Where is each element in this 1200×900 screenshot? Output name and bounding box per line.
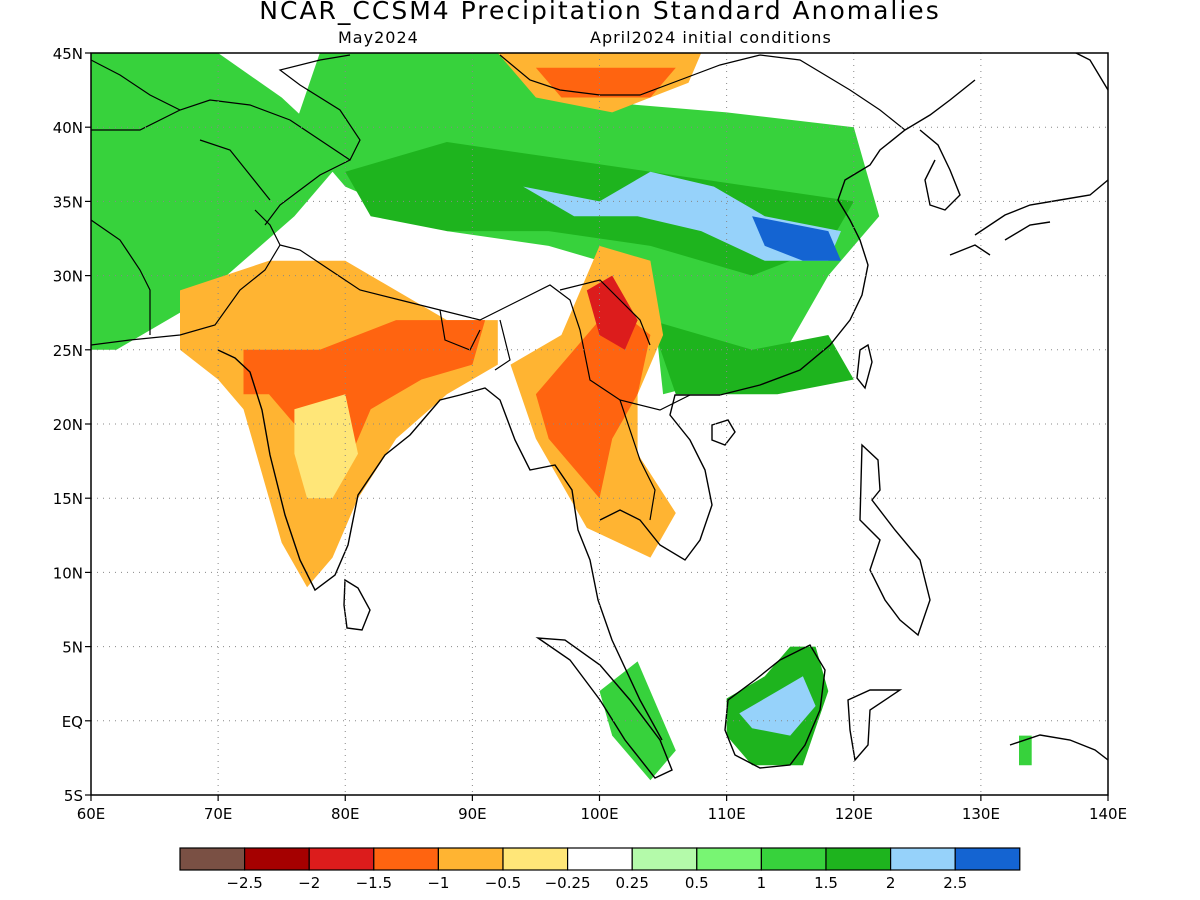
lat-tick-label: 10N — [53, 564, 83, 582]
coastline-china — [719, 79, 976, 396]
lat-tick-label: 20N — [53, 416, 83, 434]
colorbar-swatch — [631, 847, 698, 871]
colorbar-label: 1 — [757, 874, 767, 892]
lon-tick-label: 110E — [708, 805, 746, 823]
init-conditions-label: April2024 initial conditions — [590, 28, 832, 47]
colorbar-label: 2 — [886, 874, 896, 892]
coastline-sri-lanka — [343, 578, 371, 631]
anomaly-region-south-china-wet — [650, 320, 854, 395]
anomaly-region-qinghai-very-wet — [523, 171, 841, 261]
coastline-sumatra — [535, 637, 673, 779]
lon-tick-label: 90E — [458, 805, 487, 823]
anomaly-region-west-asia-wet — [91, 53, 346, 350]
lon-tick-label: 70E — [204, 805, 233, 823]
colorbar-swatch — [179, 847, 246, 871]
colorbar-label: −0.5 — [485, 874, 521, 892]
colorbar-swatch — [244, 847, 310, 871]
lat-tick-label: 15N — [53, 490, 83, 508]
coastline-hainan — [711, 419, 736, 446]
lat-tick-label: 5S — [64, 787, 83, 805]
lon-tick-label: 60E — [77, 805, 106, 823]
lat-tick-label: 45N — [53, 45, 83, 63]
lon-tick-label: 120E — [835, 805, 873, 823]
anomaly-region-mongolia-core-dry — [535, 67, 676, 98]
colorbar-label: −1.5 — [356, 874, 392, 892]
coastline-india — [217, 349, 461, 592]
anomaly-region-myanmar-dry — [535, 305, 651, 499]
colorbar-label: −1 — [427, 874, 449, 892]
lat-tick-label: EQ — [62, 713, 83, 731]
lat-tick-label: 30N — [53, 268, 83, 286]
anomaly-fill-layer — [91, 53, 1032, 781]
longitude-axis: 60E 70E 80E 90E 100E 110E 120E 130E 140E — [77, 795, 1127, 823]
anomaly-region-east-china-strong-wet — [752, 216, 841, 261]
colorbar-swatch — [502, 847, 569, 871]
lat-tick-label: 40N — [53, 119, 83, 137]
map-title: NCAR_CCSM4 Precipitation Standard Anomal… — [259, 0, 941, 25]
lon-tick-label: 100E — [580, 805, 618, 823]
coastline-indochina — [459, 387, 720, 741]
lat-tick-label: 35N — [53, 193, 83, 211]
coastline-philippines — [859, 443, 931, 637]
coastline-borneo — [724, 644, 826, 769]
target-month-label: May2024 — [338, 28, 419, 47]
latitude-axis: 45N 40N 35N 30N 25N 20N 15N 10N 5N EQ 5S — [53, 45, 91, 805]
colorbar-swatch — [696, 847, 762, 871]
coastline-japan — [949, 53, 1108, 256]
coastline-sulawesi — [847, 689, 903, 762]
colorbar-swatch — [760, 847, 827, 871]
colorbar-label: −2.5 — [226, 874, 262, 892]
colorbar-swatch — [437, 847, 504, 871]
colorbar-swatch — [954, 847, 1021, 871]
colorbar-label: −2 — [298, 874, 320, 892]
anomaly-region-deccan-mild-dry — [294, 394, 358, 499]
colorbar-label: −0.25 — [545, 874, 591, 892]
colorbar-swatch — [825, 847, 892, 871]
anomaly-region-yunnan-very-dry — [586, 275, 638, 350]
colorbar-label: 1.5 — [814, 874, 838, 892]
colorbar-swatch — [889, 847, 956, 871]
colorbar-swatch — [373, 847, 439, 871]
anomaly-region-guinea-wet — [1019, 735, 1032, 766]
lat-tick-label: 25N — [53, 342, 83, 360]
coastline-korea — [919, 129, 961, 211]
lon-tick-label: 140E — [1089, 805, 1127, 823]
coastline-layer — [91, 53, 1108, 779]
lon-tick-label: 80E — [331, 805, 360, 823]
colorbar-label: 0.25 — [615, 874, 648, 892]
colorbar-swatch — [308, 847, 375, 871]
colorbar-swatch — [566, 847, 633, 871]
colorbar-label: 2.5 — [943, 874, 967, 892]
border-lines — [91, 54, 906, 521]
coastline-taiwan — [856, 343, 873, 390]
lat-tick-label: 5N — [62, 639, 83, 657]
colorbar-label: 0.5 — [685, 874, 709, 892]
lon-tick-label: 130E — [962, 805, 1000, 823]
anomaly-region-borneo-very-wet — [739, 676, 816, 736]
colorbar-legend: −2.5 −2 −1.5 −1 −0.5 −0.25 0.25 0.5 1 1.5 2 2.5 — [179, 847, 1021, 892]
coastline-new-guinea — [1009, 734, 1108, 761]
grid-layer — [91, 53, 1108, 795]
